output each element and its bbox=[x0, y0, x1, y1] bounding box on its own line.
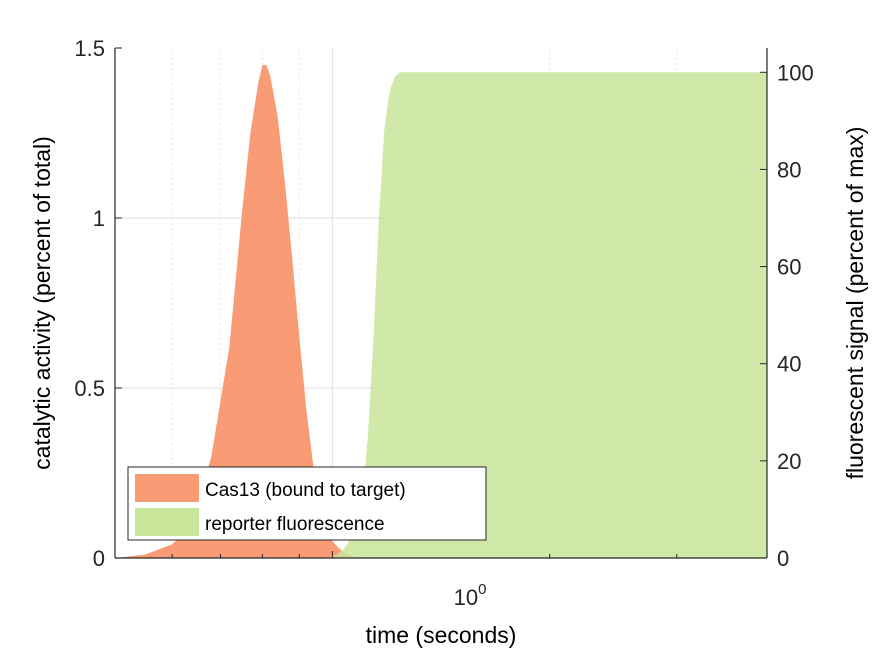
series-area-reporter bbox=[325, 72, 767, 559]
legend: Cas13 (bound to target) reporter fluores… bbox=[127, 466, 487, 541]
y-tick-label-right: 20 bbox=[777, 449, 801, 474]
axes bbox=[114, 48, 768, 559]
y-tick-label-right: 100 bbox=[777, 60, 814, 85]
y-tick-label-left: 1.5 bbox=[74, 36, 105, 61]
series-layer bbox=[115, 65, 767, 559]
y-tick-label-left: 0.5 bbox=[74, 376, 105, 401]
y-tick-label-right: 40 bbox=[777, 352, 801, 377]
y-tick-label-right: 60 bbox=[777, 255, 801, 280]
ticks: 0 0.5 1 1.5 0 20 40 60 80 100 bbox=[74, 36, 813, 571]
legend-swatch-reporter bbox=[135, 508, 199, 536]
y-tick-label-left: 1 bbox=[93, 206, 105, 231]
y-tick-label-right: 0 bbox=[777, 546, 789, 571]
legend-swatch-cas13 bbox=[135, 474, 199, 502]
y-tick-label-left: 0 bbox=[93, 546, 105, 571]
y-axis-label-right: fluorescent signal (percent of max) bbox=[842, 127, 868, 480]
y-axis-label-left: catalytic activity (percent of total) bbox=[29, 136, 55, 470]
x-axis-label: time (seconds) bbox=[366, 622, 517, 648]
x-tick-label: 100 bbox=[454, 581, 487, 610]
legend-label-reporter: reporter fluorescence bbox=[205, 514, 385, 535]
legend-label-cas13: Cas13 (bound to target) bbox=[205, 480, 406, 501]
y-tick-label-right: 80 bbox=[777, 157, 801, 182]
series-area-cas13 bbox=[115, 65, 363, 558]
